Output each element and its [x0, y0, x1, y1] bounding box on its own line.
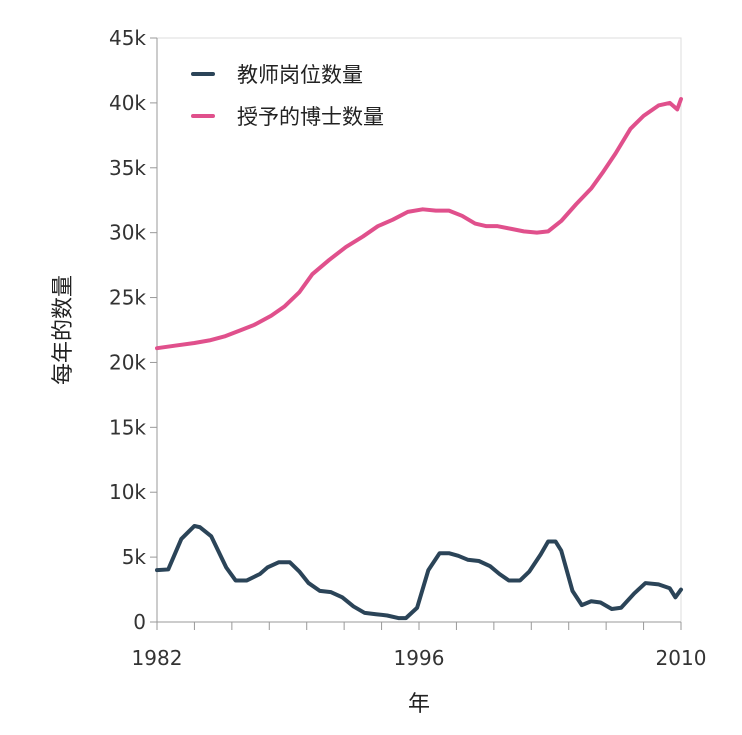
- x-tick-label: 1982: [132, 646, 183, 670]
- y-tick-label: 15k: [109, 415, 146, 439]
- legend-label: 授予的博士数量: [237, 105, 384, 129]
- y-axis-title: 每年的数量: [51, 275, 76, 385]
- y-tick-label: 40k: [109, 91, 146, 115]
- series-line-1: [155, 523, 683, 621]
- y-tick-label: 45k: [109, 26, 146, 50]
- y-tick-label: 35k: [109, 156, 146, 180]
- series-layer: [155, 97, 683, 621]
- y-tick-label: 10k: [109, 480, 146, 504]
- y-axis: 0 5k 10k 15k 20k 25k 30k 35k 40k 45k: [109, 26, 158, 634]
- y-tick-label: 20k: [109, 350, 146, 374]
- y-tick-label: 30k: [109, 221, 146, 245]
- x-tick-label: 2010: [656, 646, 707, 670]
- x-axis: 1982 1996 2010: [132, 621, 707, 670]
- y-tick-label: 25k: [109, 286, 146, 310]
- series-line-2: [155, 97, 683, 351]
- plot-frame: [156, 37, 682, 623]
- legend-label: 教师岗位数量: [237, 63, 363, 87]
- y-tick-label: 5k: [122, 545, 147, 569]
- x-axis-title: 年: [408, 692, 430, 717]
- y-tick-label: 0: [133, 610, 146, 634]
- x-tick-label: 1996: [394, 646, 445, 670]
